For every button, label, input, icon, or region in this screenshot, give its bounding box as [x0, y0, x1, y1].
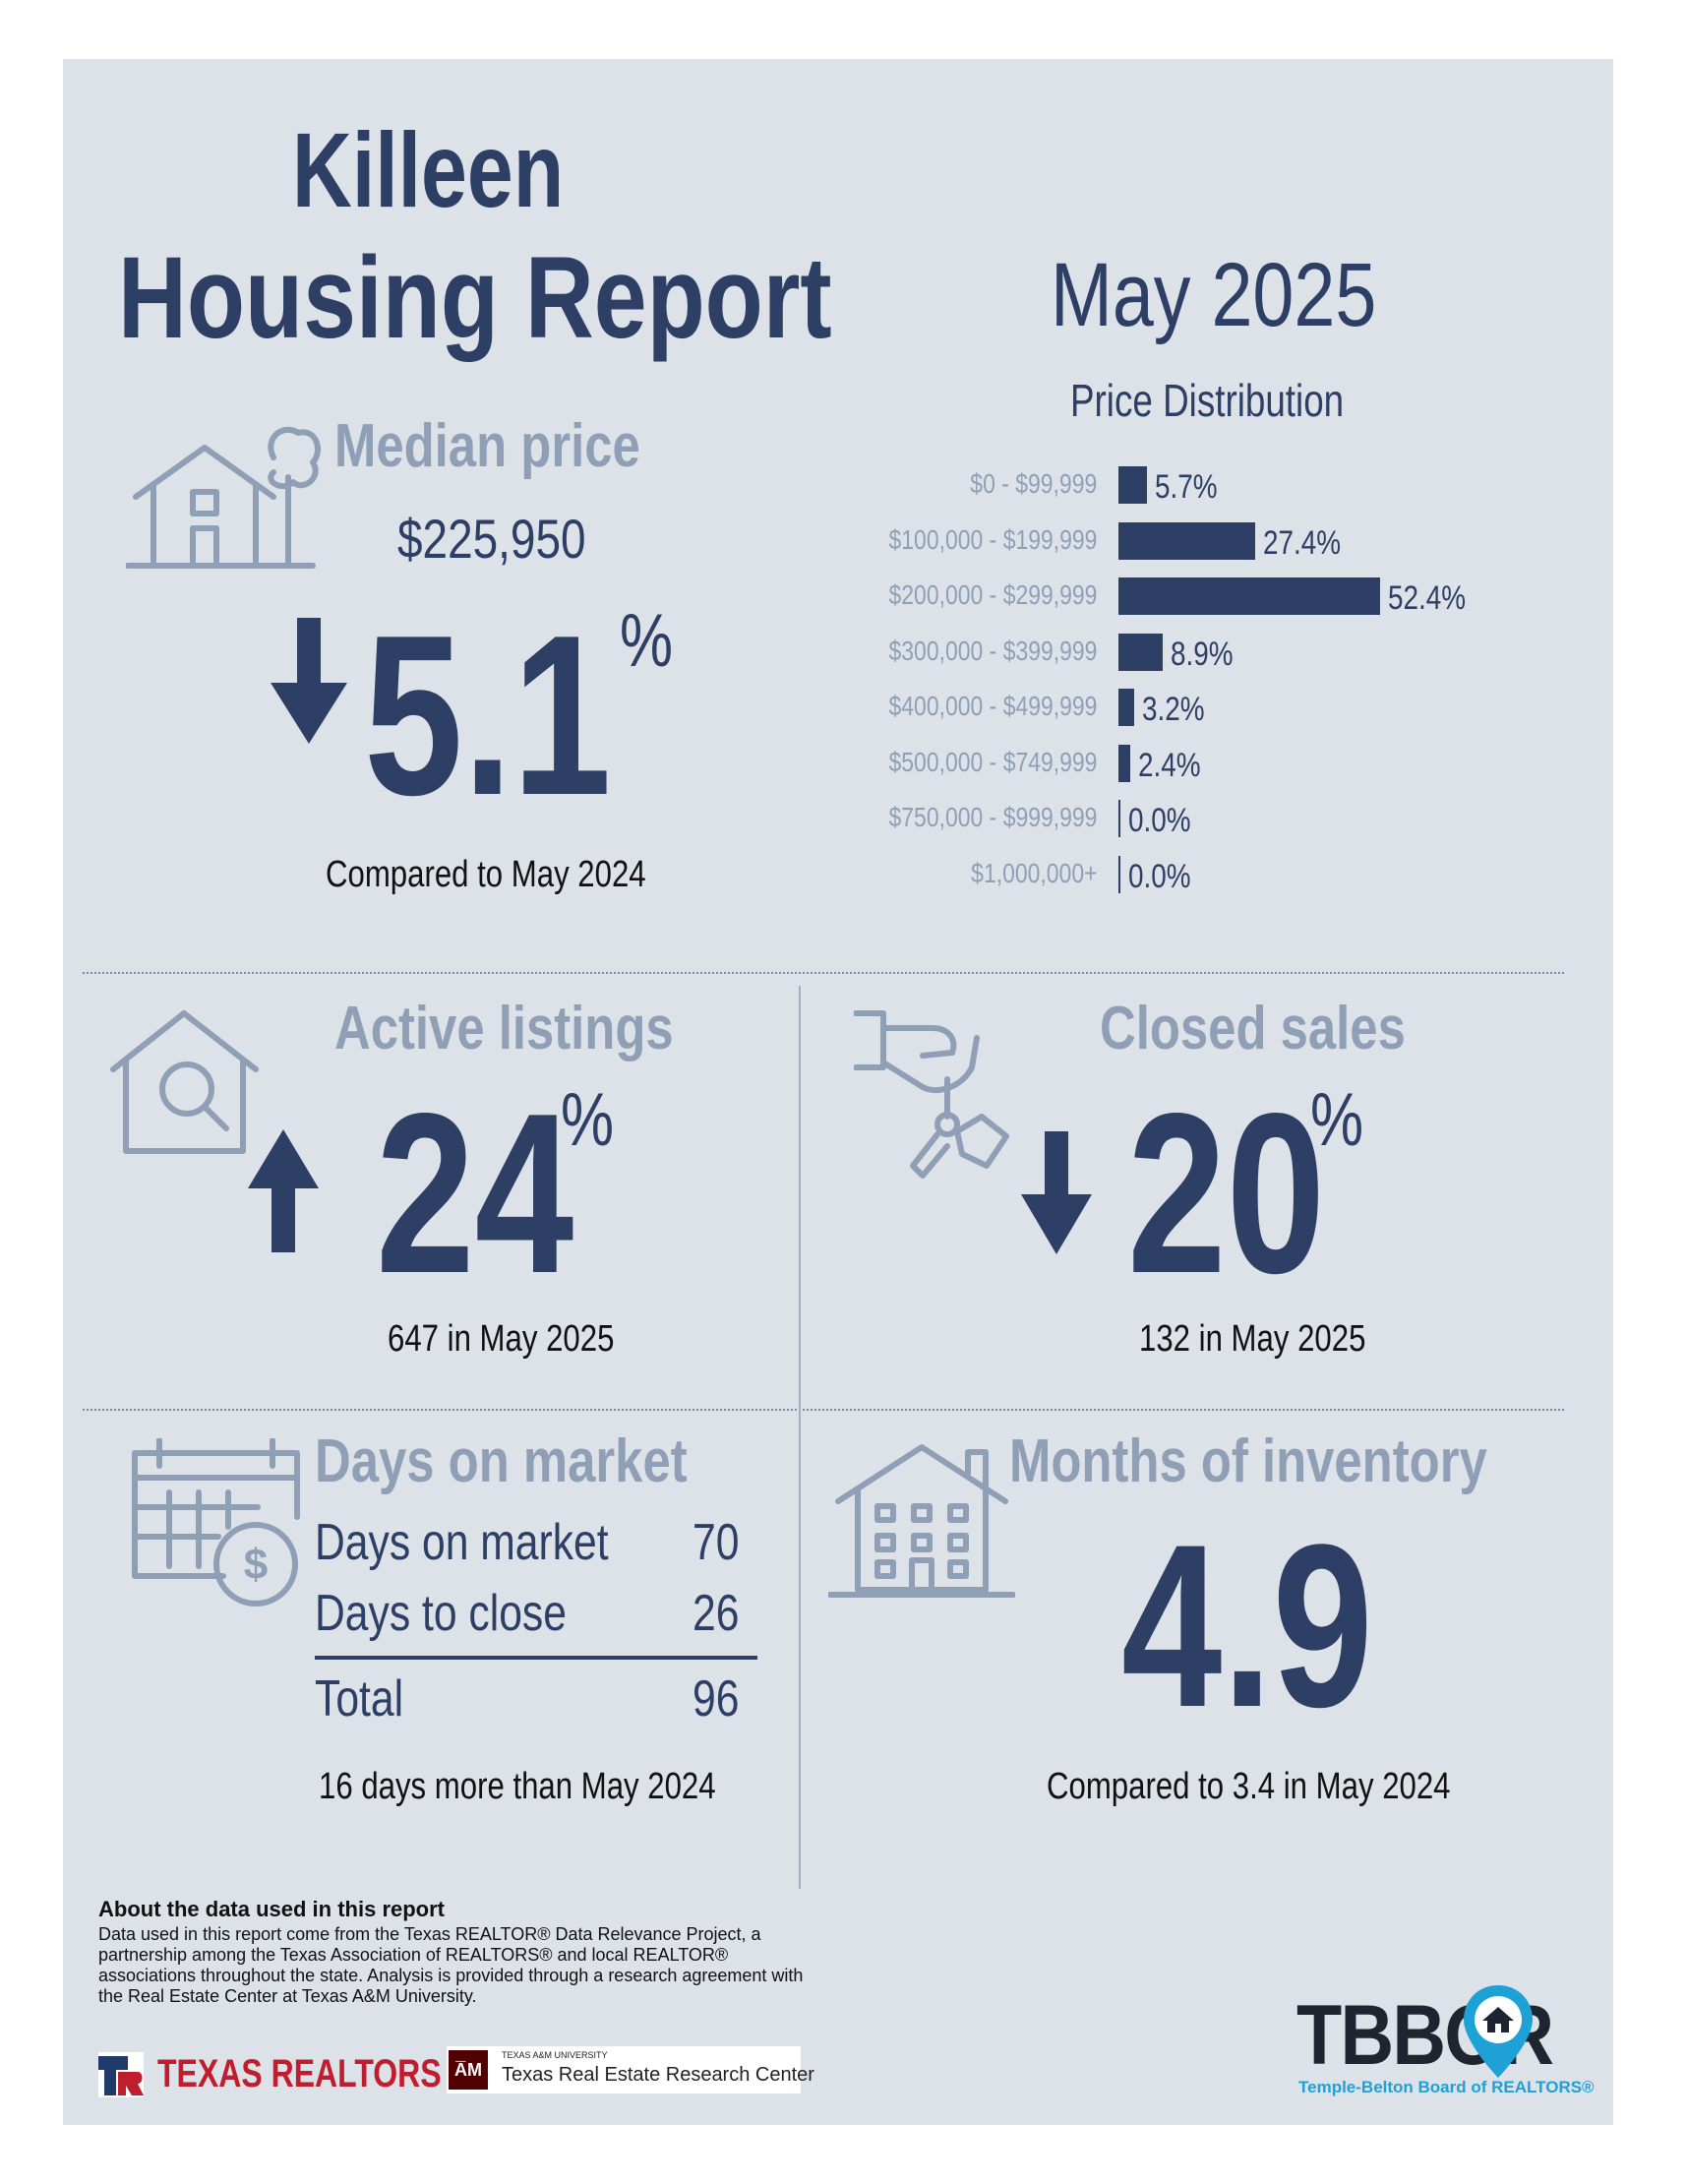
- house-tree-icon: [126, 426, 321, 569]
- days-on-market-caption: 16 days more than May 2024: [319, 1766, 716, 1807]
- price-distribution-row: $750,000 - $999,999 0.0%: [0, 796, 1687, 839]
- calendar-dollar-icon: $: [132, 1438, 300, 1607]
- house-search-icon: [110, 1010, 259, 1154]
- price-distribution-bar: [1118, 466, 1147, 504]
- report-date: May 2025: [1051, 245, 1377, 345]
- price-distribution-row: $200,000 - $299,999 52.4%: [0, 574, 1687, 617]
- price-range-label: $200,000 - $299,999: [888, 579, 1097, 610]
- closed-sales-unit: %: [1310, 1078, 1364, 1162]
- report-city: Killeen: [292, 110, 565, 229]
- price-distribution-value: 0.0%: [1128, 802, 1191, 839]
- divider-middle: [83, 1409, 1564, 1411]
- hand-keys-icon: [854, 1010, 1009, 1179]
- closed-sales-heading: Closed sales: [1100, 995, 1406, 1062]
- price-range-label: $0 - $99,999: [970, 468, 1097, 499]
- divider-top: [83, 972, 1564, 974]
- map-pin-home-icon: [1464, 1985, 1533, 2078]
- price-distribution-title: Price Distribution: [1070, 375, 1345, 426]
- active-listings-change: 24: [376, 1066, 574, 1321]
- price-range-label: $1,000,000+: [970, 857, 1097, 888]
- divider-vertical: [799, 986, 801, 1889]
- days-on-market-heading: Days on market: [315, 1427, 688, 1495]
- median-price-caption: Compared to May 2024: [326, 854, 646, 895]
- median-price-unit: %: [620, 599, 674, 683]
- months-inventory-heading: Months of inventory: [1009, 1427, 1487, 1495]
- apartment-building-icon: [828, 1444, 1015, 1598]
- tamu-mark-icon: A̅M: [449, 2050, 488, 2090]
- median-price-change: 5.1: [364, 588, 612, 843]
- tamu-logo: A̅M TEXAS A&M UNIVERSITY Texas Real Esta…: [447, 2046, 814, 2093]
- price-distribution-bar: [1118, 521, 1256, 560]
- median-price-value: $225,950: [397, 508, 586, 570]
- price-distribution-row: $300,000 - $399,999 8.9%: [0, 630, 1687, 673]
- price-distribution-row: $1,000,000+ 0.0%: [0, 852, 1687, 895]
- price-distribution-bar: [1118, 689, 1135, 726]
- dom-row-value: 70: [693, 1514, 740, 1571]
- about-title: About the data used in this report: [98, 1897, 446, 1921]
- total-value: 96: [693, 1670, 740, 1728]
- texas-realtors-logo-text: TEXAS REALTORS: [157, 2052, 442, 2095]
- price-distribution-row: $100,000 - $199,999 27.4%: [0, 518, 1687, 562]
- price-distribution-value: 2.4%: [1138, 746, 1201, 784]
- arrow-down-icon: [271, 618, 347, 744]
- price-range-label: $300,000 - $399,999: [888, 635, 1097, 666]
- price-range-label: $500,000 - $749,999: [888, 746, 1097, 777]
- price-distribution-value: 5.7%: [1154, 468, 1218, 506]
- price-distribution-row: $400,000 - $499,999 3.2%: [0, 685, 1687, 728]
- arrow-down-icon: [1021, 1131, 1092, 1254]
- tamu-small-text: TEXAS A&M UNIVERSITY: [502, 2050, 608, 2060]
- svg-text:$: $: [244, 1541, 268, 1589]
- closed-sales-change: 20: [1127, 1066, 1326, 1321]
- report-panel: [63, 59, 1613, 2125]
- days-to-close-label: Days to close: [315, 1585, 567, 1642]
- active-listings-caption: 647 in May 2025: [388, 1318, 615, 1360]
- price-distribution-value: 27.4%: [1263, 523, 1342, 562]
- tamu-center-text: Texas Real Estate Research Center: [502, 2064, 814, 2086]
- dom-row-label: Days on market: [315, 1514, 609, 1571]
- total-label: Total: [315, 1670, 404, 1728]
- price-distribution-bar: [1118, 800, 1120, 837]
- price-range-label: $750,000 - $999,999: [888, 802, 1097, 832]
- total-rule: [315, 1656, 757, 1660]
- price-distribution-bar: [1118, 577, 1380, 615]
- price-distribution-value: 52.4%: [1388, 579, 1467, 617]
- days-to-close-value: 26: [693, 1585, 740, 1642]
- arrow-up-icon: [248, 1129, 319, 1252]
- active-listings-heading: Active listings: [334, 995, 674, 1062]
- price-distribution-bar: [1118, 744, 1131, 782]
- active-listings-unit: %: [561, 1078, 615, 1162]
- price-distribution-bar: [1118, 633, 1164, 671]
- months-inventory-value: 4.9: [1121, 1496, 1373, 1756]
- about-text: Data used in this report come from the T…: [98, 1924, 804, 2006]
- tbbor-subtitle: Temple-Belton Board of REALTORS®: [1298, 2078, 1595, 2096]
- median-price-heading: Median price: [334, 412, 640, 480]
- price-distribution-value: 3.2%: [1142, 691, 1205, 728]
- report-title: Housing Report: [118, 233, 832, 363]
- months-inventory-caption: Compared to 3.4 in May 2024: [1047, 1766, 1451, 1807]
- texas-realtors-logo-mark: [98, 2052, 144, 2097]
- price-distribution-value: 0.0%: [1128, 857, 1191, 895]
- price-distribution-row: $500,000 - $749,999 2.4%: [0, 741, 1687, 784]
- price-range-label: $100,000 - $199,999: [888, 523, 1097, 555]
- price-distribution-bar: [1118, 855, 1120, 893]
- price-range-label: $400,000 - $499,999: [888, 691, 1097, 721]
- price-distribution-row: $0 - $99,999 5.7%: [0, 462, 1687, 506]
- closed-sales-caption: 132 in May 2025: [1139, 1318, 1366, 1360]
- price-distribution-value: 8.9%: [1171, 635, 1234, 673]
